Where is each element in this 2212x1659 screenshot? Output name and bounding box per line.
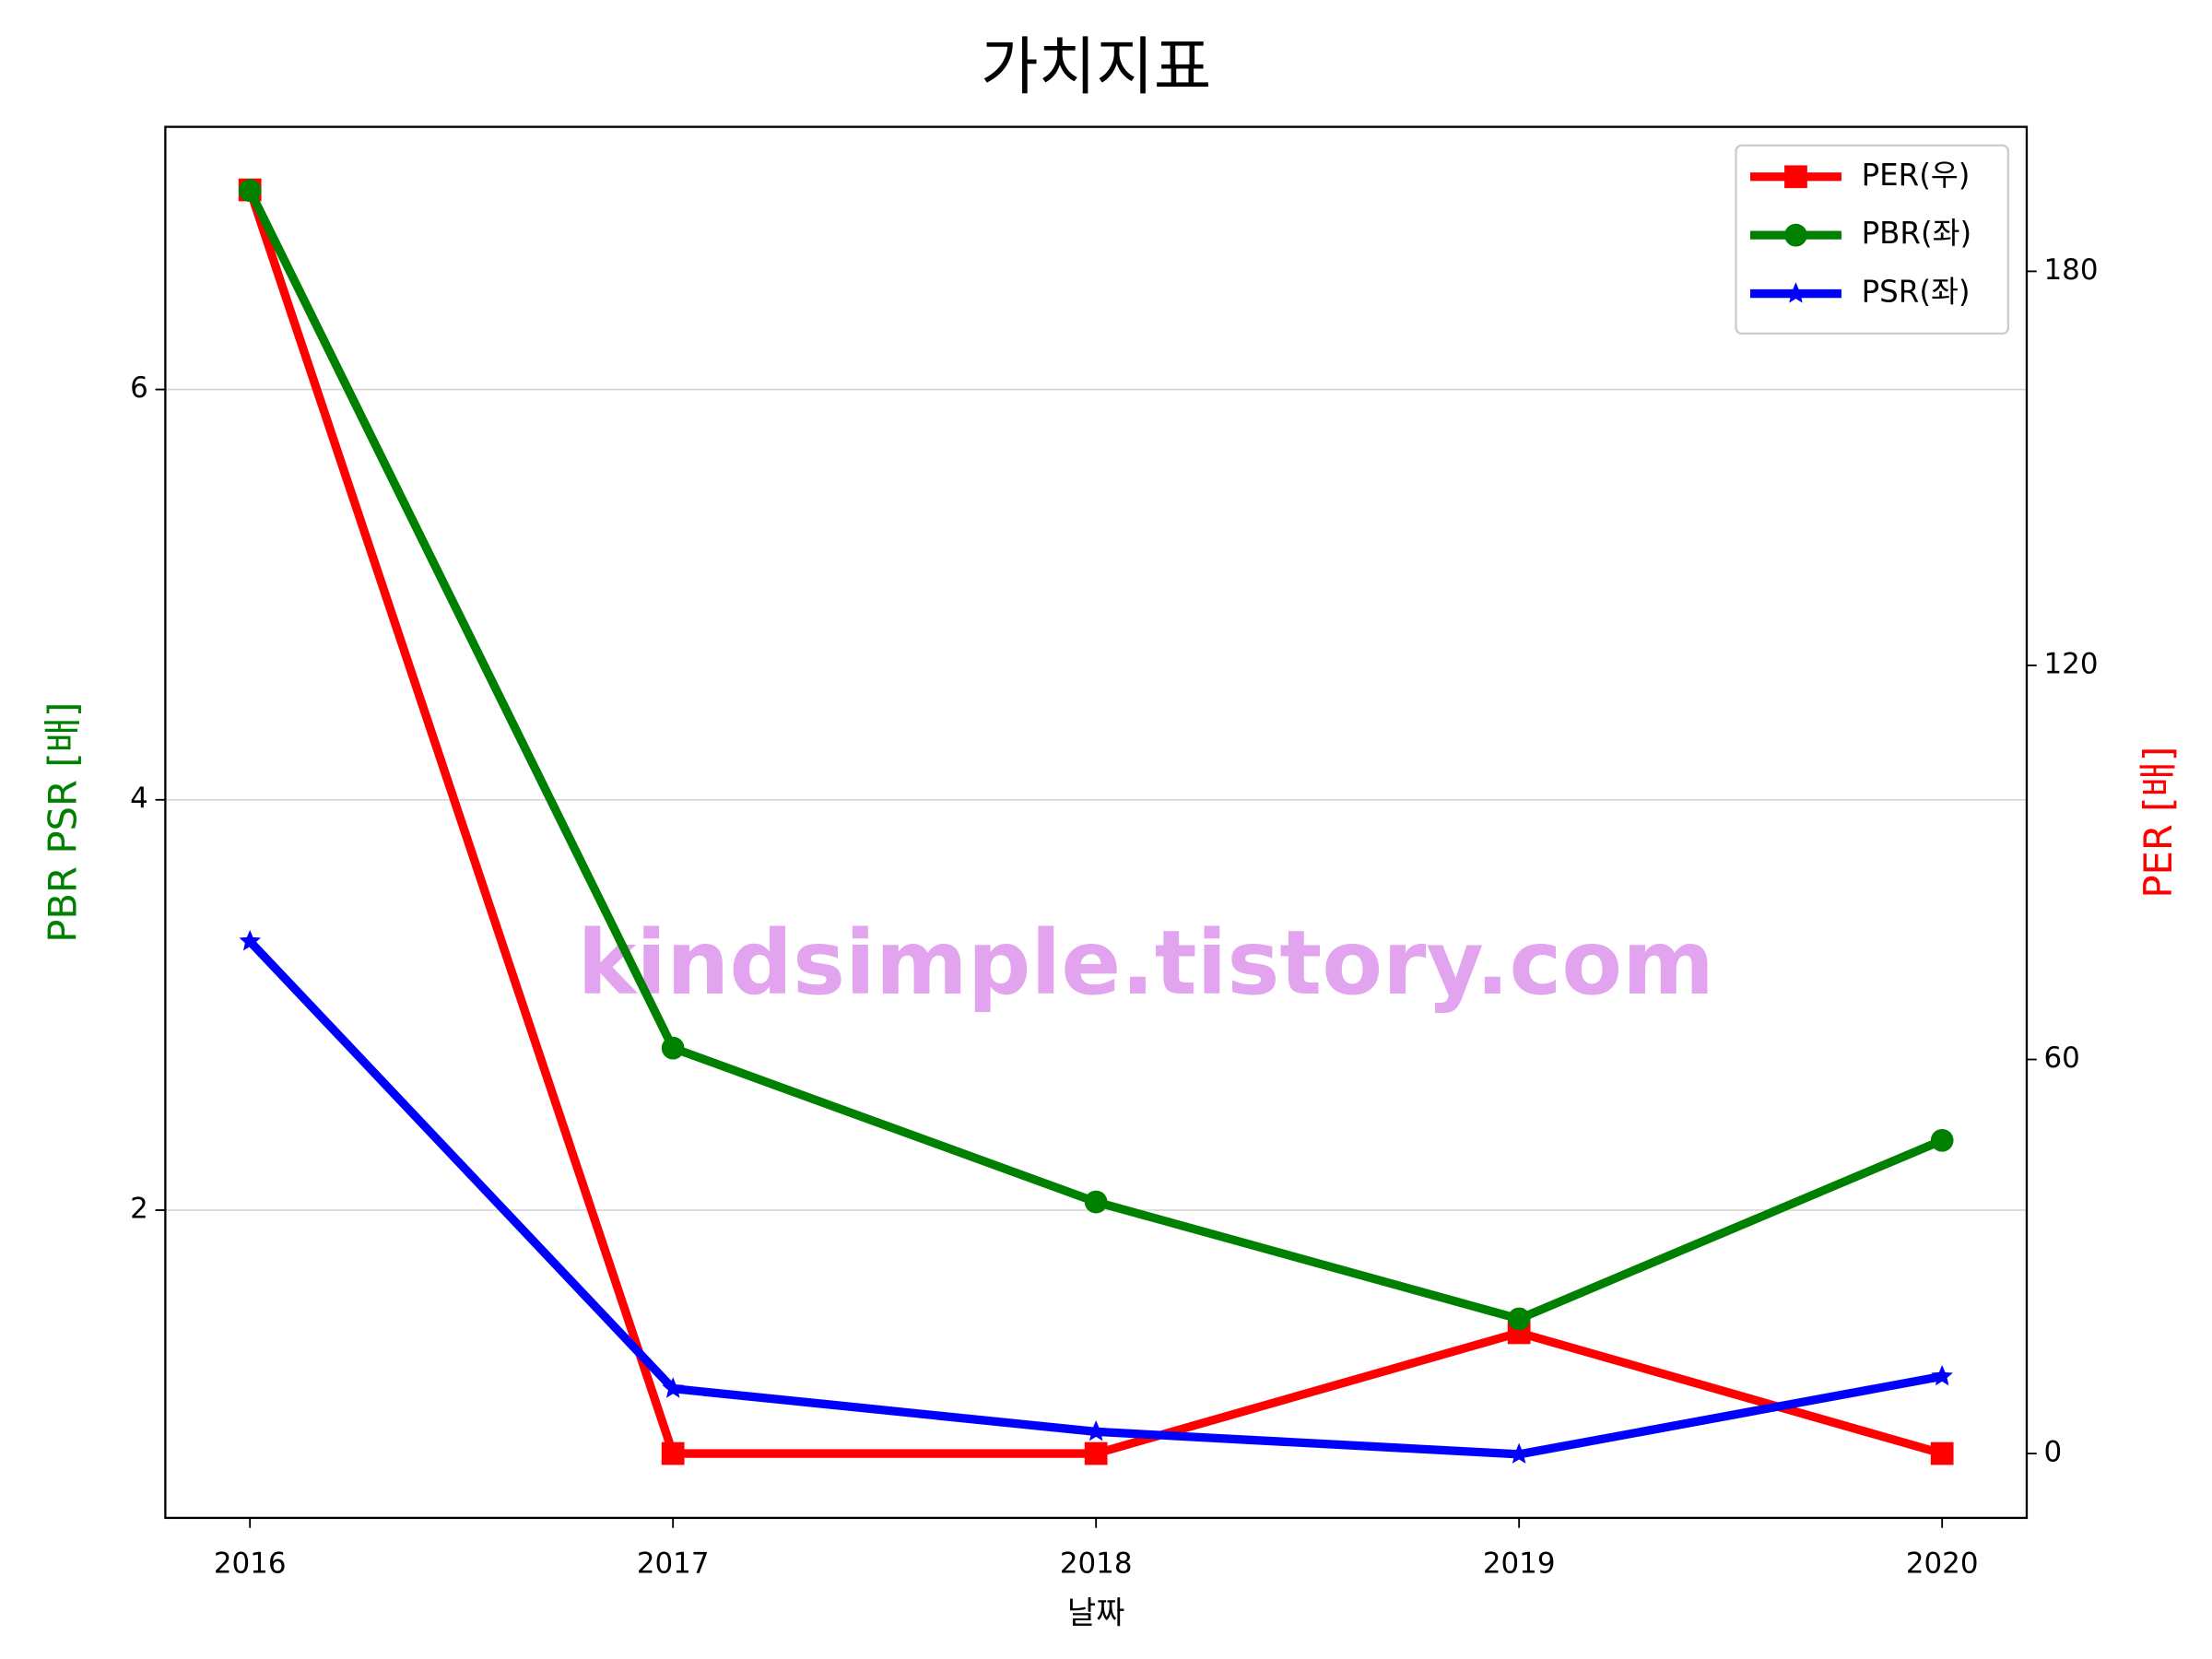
y-tick-label: 4 — [130, 782, 148, 815]
x-tick-label: 2020 — [1906, 1547, 1979, 1580]
point — [1508, 1442, 1530, 1464]
y-tick-label: 2 — [130, 1192, 148, 1225]
y2-axis-label: PER [배] — [2136, 747, 2181, 899]
y-axis-label: PBR PSR [배] — [41, 702, 86, 943]
legend-box — [1735, 144, 2010, 335]
x-tick-label: 2017 — [637, 1547, 710, 1580]
y2-tick-label: 0 — [2044, 1436, 2063, 1469]
watermark: kindsimple.tistory.com — [578, 912, 1715, 1015]
chart-title: 가치지표 — [981, 31, 1211, 104]
point — [662, 1377, 684, 1398]
legend-label: PER(우) — [1862, 158, 1971, 193]
plot-frame — [164, 125, 2029, 1520]
point — [1084, 1441, 1108, 1465]
point — [1931, 1364, 1953, 1386]
y2-tick-label: 180 — [2044, 253, 2099, 287]
point — [661, 1441, 685, 1465]
point — [239, 930, 261, 951]
x-tick-label: 2016 — [214, 1547, 287, 1580]
point — [1930, 1441, 1954, 1465]
point — [238, 179, 262, 203]
y-tick-label: 6 — [130, 371, 148, 405]
point — [1085, 1419, 1107, 1441]
legend-label: PBR(좌) — [1862, 216, 1972, 251]
legend-label: PSR(좌) — [1862, 275, 1971, 310]
point — [1930, 1128, 1954, 1152]
x-tick-label: 2018 — [1060, 1547, 1133, 1580]
legend-marker — [1784, 165, 1807, 189]
y2-tick-label: 60 — [2044, 1041, 2080, 1075]
point — [1507, 1307, 1531, 1331]
y2-tick-label: 120 — [2044, 647, 2099, 680]
point — [1084, 1190, 1108, 1214]
x-axis-label: 날짜 — [1067, 1595, 1125, 1632]
legend-marker — [1784, 223, 1807, 247]
x-tick-label: 2019 — [1483, 1547, 1556, 1580]
legend-marker — [1784, 282, 1807, 303]
point — [661, 1036, 685, 1060]
